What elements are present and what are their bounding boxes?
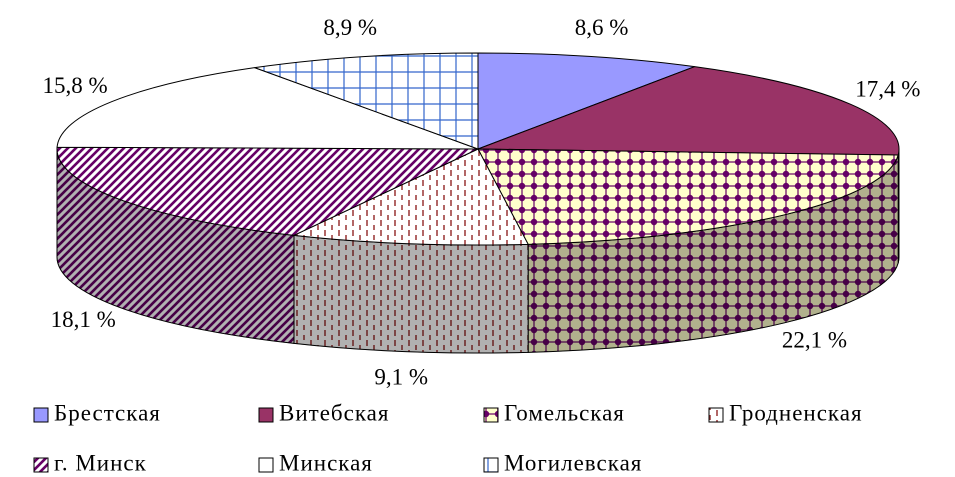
legend-swatch <box>33 457 49 473</box>
value-label: 8,9 % <box>323 15 377 40</box>
value-label: 15,8 % <box>43 73 108 98</box>
slice <box>56 146 479 236</box>
pie-sides <box>56 148 900 354</box>
legend-label: Могилевская <box>504 450 642 475</box>
slice <box>292 148 529 246</box>
legend-swatch <box>483 457 499 473</box>
slice <box>477 66 900 156</box>
legend-swatch <box>258 457 274 473</box>
legend-label: Гродненская <box>729 400 863 425</box>
pie-tops <box>56 52 900 246</box>
value-labels: 8,6 % 17,4 % 22,1 % 9,1 % 18,1 % 15,8 % 8,9 % <box>43 15 921 390</box>
slice <box>477 52 695 150</box>
slice <box>56 67 479 150</box>
legend-swatch <box>708 407 724 423</box>
value-label: 9,1 % <box>374 365 428 390</box>
legend-swatch <box>33 407 49 423</box>
value-label: 17,4 % <box>855 77 920 102</box>
legend-label: Витебская <box>279 400 389 425</box>
slice <box>477 148 899 245</box>
legend-label: Брестская <box>54 400 161 425</box>
legend-label: Минская <box>279 450 373 475</box>
legend-swatch <box>483 407 499 423</box>
value-label: 8,6 % <box>575 15 629 40</box>
value-label: 22,1 % <box>782 327 847 352</box>
legend-swatch <box>258 407 274 423</box>
legend-label: г. Минск <box>54 450 147 475</box>
legend-label: Гомельская <box>504 400 625 425</box>
slice <box>254 52 479 150</box>
slice-side-shade <box>293 234 529 354</box>
value-label: 18,1 % <box>51 307 116 332</box>
legend: Брестская Витебская Гомельская Гродненская г… <box>33 400 863 475</box>
